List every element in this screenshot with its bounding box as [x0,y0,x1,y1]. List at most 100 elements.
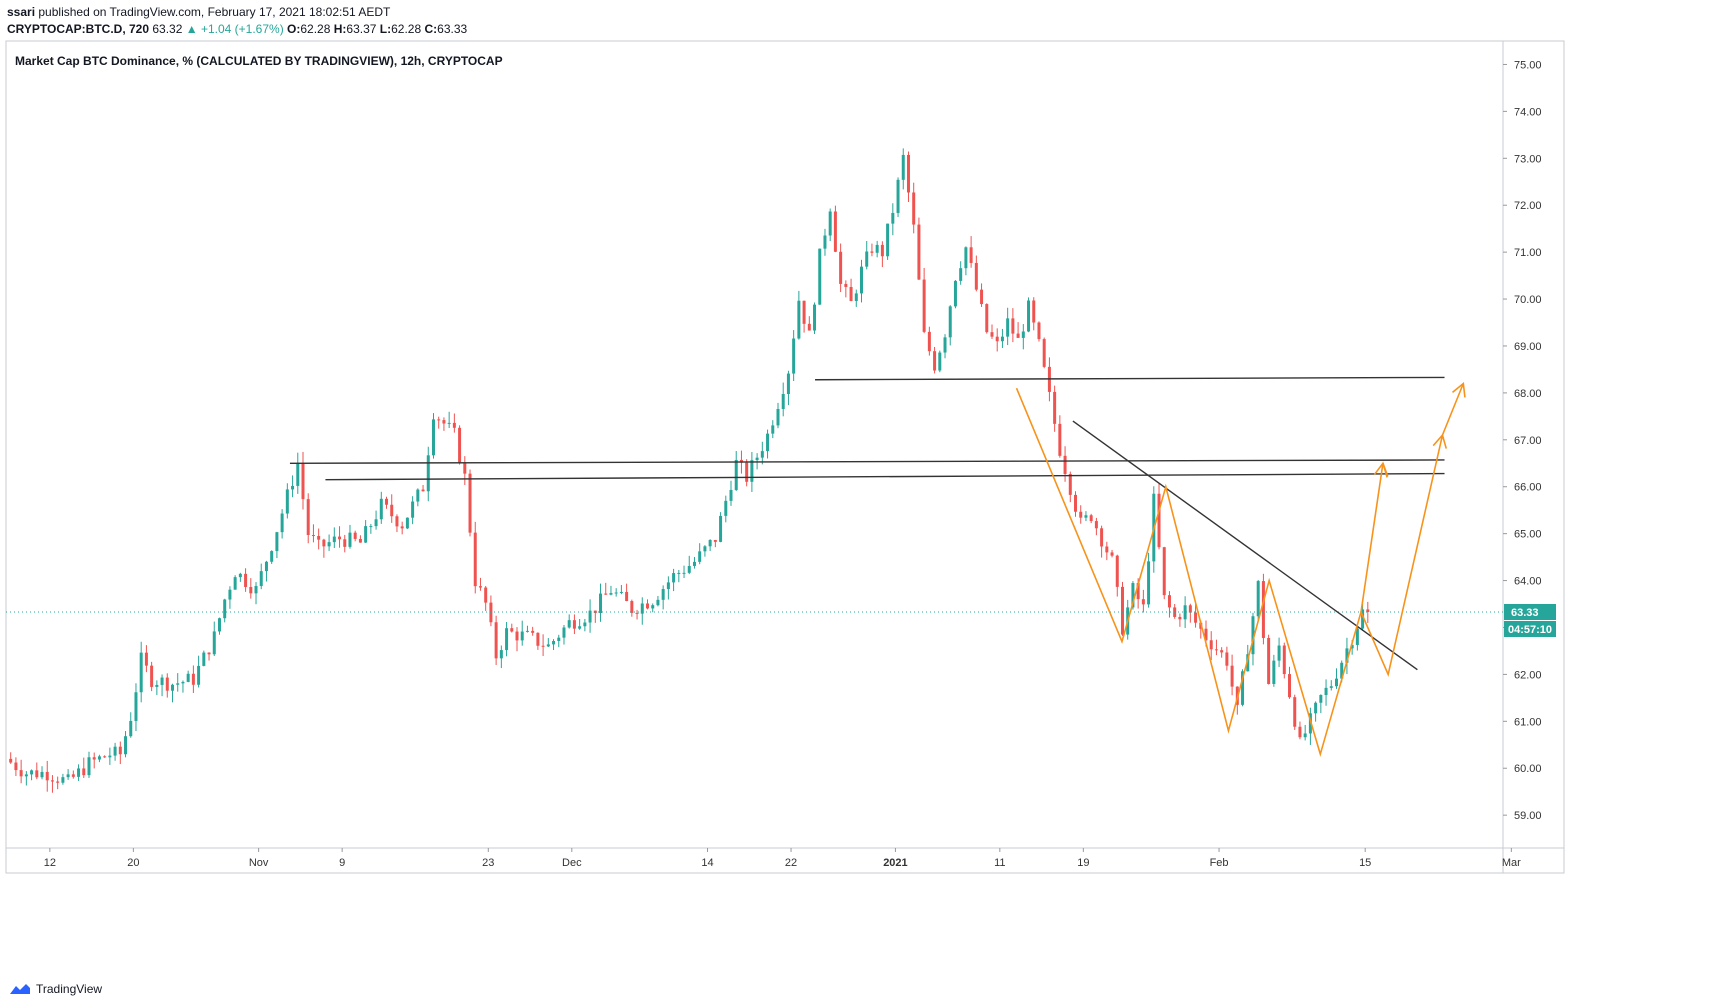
candle-body [1293,697,1297,727]
candle-body [1120,586,1124,635]
time-tick-label: 2021 [883,857,907,869]
candle-body [484,587,488,603]
candle-body [442,420,446,424]
footer-brand[interactable]: TradingView [36,982,103,996]
candle-body [760,451,764,458]
candle-body [729,489,733,501]
candle-body [505,628,509,651]
publisher-text: published on TradingView.com, February 1… [38,5,391,19]
candle-body [1366,609,1370,612]
candle-body [473,532,477,587]
candle-body [1225,652,1229,666]
candle-body [766,433,770,452]
publisher-line: ssari published on TradingView.com, Febr… [7,5,390,19]
candle-body [906,154,910,193]
high-value: 63.37 [346,22,377,36]
price-tick-label: 61.00 [1514,716,1542,728]
candle-body [896,179,900,213]
price-tick-label: 65.00 [1514,529,1542,541]
candle-body [165,677,169,691]
candle-body [437,419,441,421]
candle-body [296,463,300,486]
candle-body [651,605,655,609]
candle-body [995,336,999,342]
candle-body [1167,595,1171,608]
candle-body [891,212,895,224]
candle-body [254,586,258,594]
candle-body [1214,649,1218,651]
candle-body [1188,605,1192,613]
candle-body [1157,493,1161,548]
candle-body [755,457,759,461]
candle-body [692,561,696,566]
candle-body [964,247,968,269]
candle-body [1011,318,1015,334]
candle-body [1115,555,1119,587]
candle-body [1272,660,1276,684]
candle-body [338,536,342,540]
candle-body [640,603,644,614]
candle-body [212,631,216,655]
candle-body [87,757,91,776]
candle-body [1350,644,1354,649]
candle-body [1209,640,1213,650]
time-tick-label: 15 [1359,857,1371,869]
symbol-label[interactable]: CRYPTOCAP:BTC.D, 720 [7,22,150,36]
candle-body [833,211,837,252]
candle-body [703,546,707,552]
candle-body [348,532,352,547]
candle-body [933,351,937,371]
candle-body [1298,726,1302,738]
candle-body [238,573,242,578]
candle-body [139,652,143,693]
candle-body [1256,581,1260,617]
countdown-label: 04:57:10 [1508,624,1552,636]
candle-body [327,542,331,547]
candle-body [134,692,138,721]
candle-body [259,571,263,587]
candle-body [45,771,49,781]
candle-body [974,262,978,290]
candle-body [1241,671,1245,705]
candle-body [1063,455,1067,474]
candle-body [71,774,75,777]
candle-body [813,304,817,331]
candle-body [358,538,362,543]
candle-body [108,755,112,758]
candle-body [578,626,582,629]
candle-body [1094,521,1098,529]
price-tick-label: 68.00 [1514,388,1542,400]
publisher-user[interactable]: ssari [7,5,36,19]
candle-body [645,603,649,609]
candles-group [9,148,1370,793]
time-tick-label: 22 [785,857,797,869]
candle-body [541,645,545,647]
candle-body [844,283,848,287]
candle-body [985,304,989,333]
last-price-label: 63.33 [1511,607,1539,619]
candle-body [447,422,451,424]
arrowhead-mid [1432,433,1448,449]
footer: TradingView [8,980,102,998]
time-tick-label: 9 [339,857,345,869]
chart-frame [5,40,1565,874]
candle-body [306,499,310,536]
candle-body [1267,637,1271,684]
candle-body [97,756,101,760]
candle-body [1324,687,1328,696]
candle-body [369,526,373,528]
candle-body [656,599,660,606]
candle-body [828,211,832,236]
candle-body [771,425,775,434]
candle-body [1261,581,1265,638]
candle-body [1282,645,1286,675]
candle-body [781,394,785,409]
candle-body [839,251,843,284]
time-tick-label: Feb [1210,857,1229,869]
low-label: L: [379,22,392,36]
arrowhead-final [1451,381,1466,398]
candle-body [118,746,122,755]
candle-body [734,459,738,490]
candle-body [452,422,456,428]
